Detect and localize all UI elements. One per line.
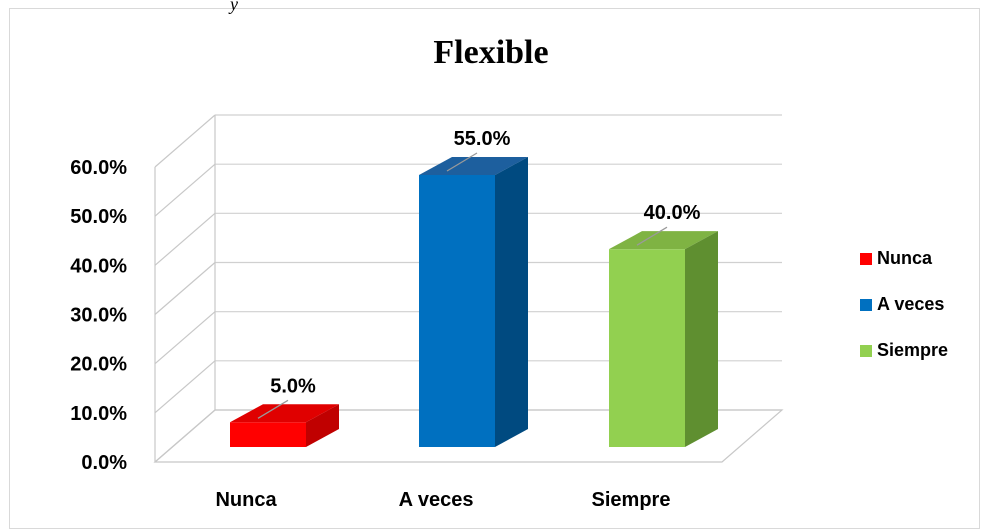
- bar-side-siempre: [685, 231, 718, 447]
- legend-item-siempre: Siempre: [860, 338, 948, 363]
- gridline-side-1: [154, 360, 216, 414]
- data-label-leader-nunca: [257, 399, 289, 419]
- y-tick-label: 50.0%: [70, 206, 127, 228]
- bar-top-a-veces: [419, 157, 528, 175]
- gridline-side-4: [154, 212, 216, 266]
- y-tick-label: 40.0%: [70, 255, 127, 277]
- y-tick-label: 20.0%: [70, 354, 127, 376]
- gridline-side-2: [154, 311, 216, 365]
- legend-item-nunca: Nunca: [860, 246, 948, 271]
- gridline-side-6: [154, 114, 216, 168]
- bar-top-siempre: [609, 231, 718, 250]
- legend-swatch-siempre: [860, 344, 872, 357]
- data-label-nunca: 5.0%: [270, 375, 316, 397]
- top-text-fragment: y: [230, 0, 238, 14]
- x-tick-label-siempre: Siempre: [592, 489, 671, 511]
- bar-top-nunca: [230, 404, 339, 423]
- bar-side-nunca: [306, 404, 339, 447]
- legend-label-siempre: Siempre: [877, 340, 949, 360]
- data-label-siempre: 40.0%: [644, 202, 701, 224]
- gridline-side-5: [154, 163, 216, 217]
- legend-swatch-a-veces: [860, 298, 872, 311]
- y-tick-label: 60.0%: [70, 157, 127, 179]
- bar-side-a-veces: [495, 157, 528, 447]
- legend-item-a-veces: A veces: [860, 292, 948, 317]
- legend-label-nunca: Nunca: [877, 248, 933, 268]
- chart-floor: [153, 409, 784, 463]
- bar-front-siempre: [609, 249, 685, 447]
- gridline-side-3: [154, 262, 216, 315]
- x-tick-label-a-veces: A veces: [399, 489, 474, 511]
- chart-legend: Nunca A veces Siempre: [860, 246, 948, 384]
- data-label-leader-a-veces: [446, 152, 478, 172]
- data-label-a-veces: 55.0%: [454, 128, 511, 150]
- bar-front-a-veces: [419, 175, 495, 447]
- data-label-leader-siempre: [636, 226, 668, 246]
- legend-label-a-veces: A veces: [877, 294, 945, 314]
- bar-front-nunca: [230, 422, 306, 447]
- chart-title: Flexible: [433, 34, 549, 71]
- legend-swatch-nunca: [860, 252, 872, 265]
- y-tick-label: 10.0%: [70, 403, 127, 425]
- chart-frame: [9, 8, 980, 529]
- y-tick-label: 30.0%: [70, 305, 127, 327]
- y-tick-label: 0.0%: [81, 452, 127, 474]
- x-tick-label-nunca: Nunca: [215, 489, 277, 511]
